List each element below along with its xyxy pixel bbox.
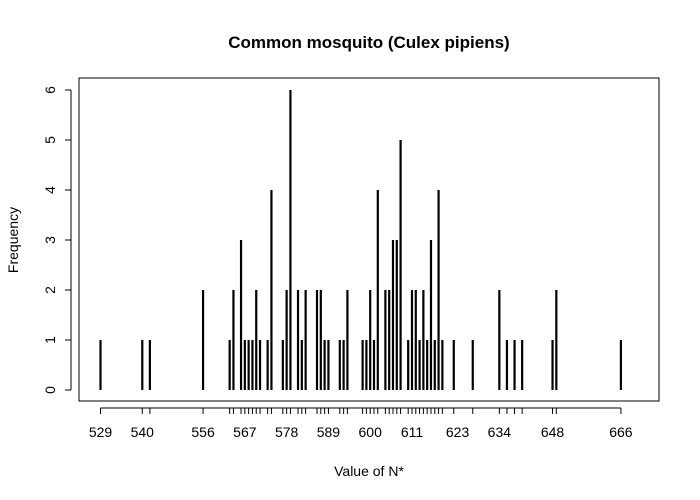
x-tick-label: 611 (401, 424, 424, 440)
y-axis: 0 1 2 3 4 5 6 (42, 86, 72, 394)
y-tick-label: 1 (42, 336, 58, 344)
x-axis: 529 540 556 567 578 589 600 611 623 634 648 666 (89, 407, 633, 440)
x-tick-label: 634 (488, 424, 512, 440)
plot-frame (78, 77, 660, 402)
y-tick-label: 6 (42, 86, 58, 94)
x-tick-label: 648 (541, 424, 565, 440)
x-axis-label: Value of N* (334, 463, 404, 479)
x-tick-label: 567 (233, 424, 257, 440)
y-tick-label: 5 (42, 136, 58, 144)
x-tick-label: 578 (275, 424, 299, 440)
x-tick-label: 540 (131, 424, 155, 440)
y-tick-label: 4 (42, 186, 58, 194)
y-axis-label: Frequency (5, 207, 21, 273)
x-tick-label: 666 (609, 424, 633, 440)
y-tick-label: 2 (42, 286, 58, 294)
y-tick-label: 3 (42, 236, 58, 244)
y-tick-label: 0 (42, 386, 58, 394)
x-tick-label: 623 (446, 424, 470, 440)
x-tick-label: 589 (317, 424, 341, 440)
chart-title: Common mosquito (Culex pipiens) (228, 33, 509, 52)
x-tick-label: 529 (89, 424, 113, 440)
bars (99, 90, 623, 390)
x-tick-label: 556 (191, 424, 215, 440)
x-tick-label: 600 (359, 424, 383, 440)
